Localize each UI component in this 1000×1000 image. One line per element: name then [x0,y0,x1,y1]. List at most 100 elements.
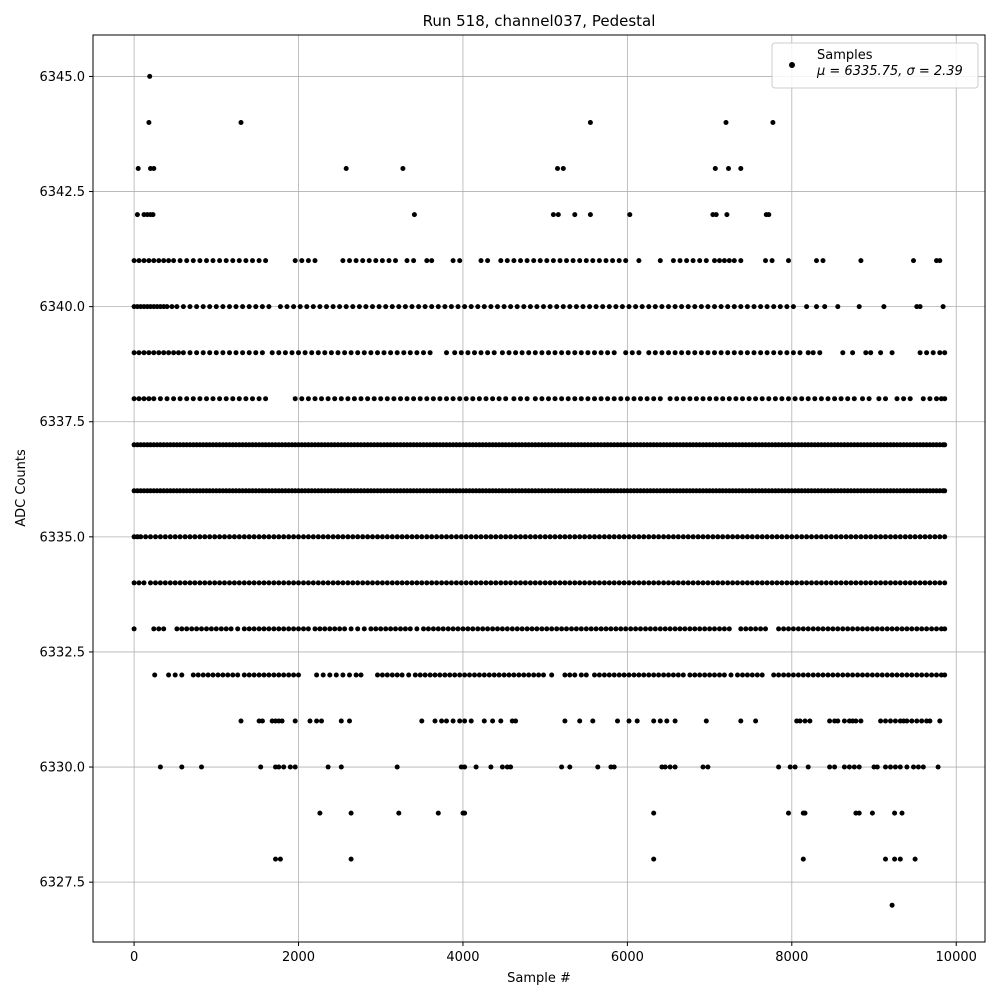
sample-point [411,396,417,402]
sample-point [347,672,352,678]
sample-point [883,534,888,540]
sample-point [217,580,223,586]
sample-point [335,580,341,586]
sample-point [889,672,895,678]
sample-point [503,534,509,540]
sample-point [506,350,512,356]
sample-point [876,396,882,402]
sample-point [379,534,385,540]
sample-point [375,672,380,678]
sample-point [651,856,657,862]
sample-point [182,534,188,540]
sample-point [899,672,905,678]
sample-point [351,396,357,402]
sample-point [853,580,859,586]
sample-point [179,626,185,632]
sample-point [276,350,282,356]
sample-point [345,580,351,586]
sample-point [151,626,157,632]
sample-point [488,534,494,540]
sample-point [552,350,558,356]
sample-point [356,304,362,310]
sample-point [929,626,935,632]
sample-point [434,534,440,540]
sample-point [402,626,408,632]
sample-point [276,626,282,632]
sample-point [636,258,642,264]
sample-point [217,396,223,402]
sample-point [131,258,137,264]
sample-point [700,534,706,540]
sample-point [705,764,711,770]
sample-point [488,764,494,770]
sample-point [488,580,494,586]
sample-point [894,396,900,402]
sample-point [480,626,486,632]
sample-point [241,672,247,678]
sample-point [937,258,943,264]
sample-point [924,626,930,632]
sample-point [375,350,380,356]
sample-point [613,304,619,310]
sample-point [539,350,545,356]
sample-point [384,534,390,540]
sample-point [389,534,395,540]
sample-point [934,626,939,632]
sample-point [705,304,711,310]
sample-point [700,580,706,586]
sample-point [822,304,828,310]
sample-point [873,534,879,540]
sample-point [292,396,298,402]
sample-point [227,350,232,356]
sample-point [904,672,910,678]
sample-point [585,396,591,402]
sample-point [713,396,719,402]
sample-point [766,396,772,402]
sample-point [621,672,627,678]
x-axis-label: Sample # [507,971,571,986]
sample-point [513,350,519,356]
sample-point [370,580,375,586]
sample-point [177,258,183,264]
sample-point [820,626,826,632]
sample-point [499,350,505,356]
sample-point [419,718,425,724]
sample-point [524,258,530,264]
sample-point [606,534,612,540]
sample-point [725,580,731,586]
sample-point [348,810,354,816]
sample-point [884,672,890,678]
sample-point [914,626,920,632]
sample-point [350,580,356,586]
sample-point [513,718,519,724]
sample-point [519,350,525,356]
sample-point [744,534,750,540]
sample-point [562,580,568,586]
sample-point [744,672,750,678]
sample-point [790,304,796,310]
sample-point [754,534,760,540]
sample-point [266,534,272,540]
sample-point [169,304,175,310]
sample-point [723,120,729,125]
sample-point [305,534,311,540]
sample-point [690,258,696,264]
sample-point [914,672,920,678]
sample-point [555,212,561,218]
sample-point [664,718,670,724]
sample-point [912,856,918,862]
sample-point [296,672,301,678]
sample-point [759,396,765,402]
sample-point [493,534,499,540]
sample-point [800,856,806,862]
sample-point [554,626,560,632]
sample-point [504,626,510,632]
sample-point [204,626,209,632]
sample-point [626,534,632,540]
sample-point [309,350,315,356]
sample-point [582,534,588,540]
sample-point [419,534,425,540]
sample-point [393,258,398,264]
sample-point [888,580,893,586]
sample-point [606,672,612,678]
